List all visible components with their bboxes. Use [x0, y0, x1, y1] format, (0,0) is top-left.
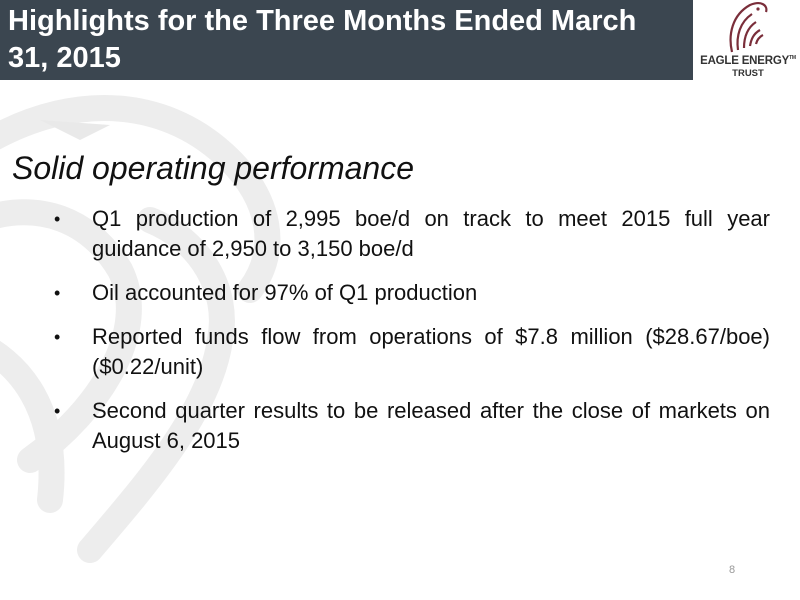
bullet-item: Q1 production of 2,995 boe/d on track to…	[50, 204, 770, 264]
bullet-item: Reported funds flow from operations of $…	[50, 322, 770, 382]
logo: EAGLE ENERGYTM TRUST	[694, 0, 800, 80]
header-bar: Highlights for the Three Months Ended Ma…	[0, 0, 693, 80]
logo-trademark: TM	[789, 55, 796, 61]
page-number: 8	[729, 564, 736, 576]
bullet-list: Q1 production of 2,995 boe/d on track to…	[50, 204, 770, 470]
logo-name-text: EAGLE ENERGY	[700, 55, 790, 67]
logo-name: EAGLE ENERGYTM	[698, 55, 798, 67]
section-heading: Solid operating performance	[12, 150, 415, 186]
slide-title: Highlights for the Three Months Ended Ma…	[8, 5, 637, 74]
logo-icon	[729, 2, 768, 53]
bullet-item: Second quarter results to be released af…	[50, 396, 770, 456]
bullet-item: Oil accounted for 97% of Q1 production	[50, 278, 770, 308]
logo-subname: TRUST	[732, 68, 764, 79]
